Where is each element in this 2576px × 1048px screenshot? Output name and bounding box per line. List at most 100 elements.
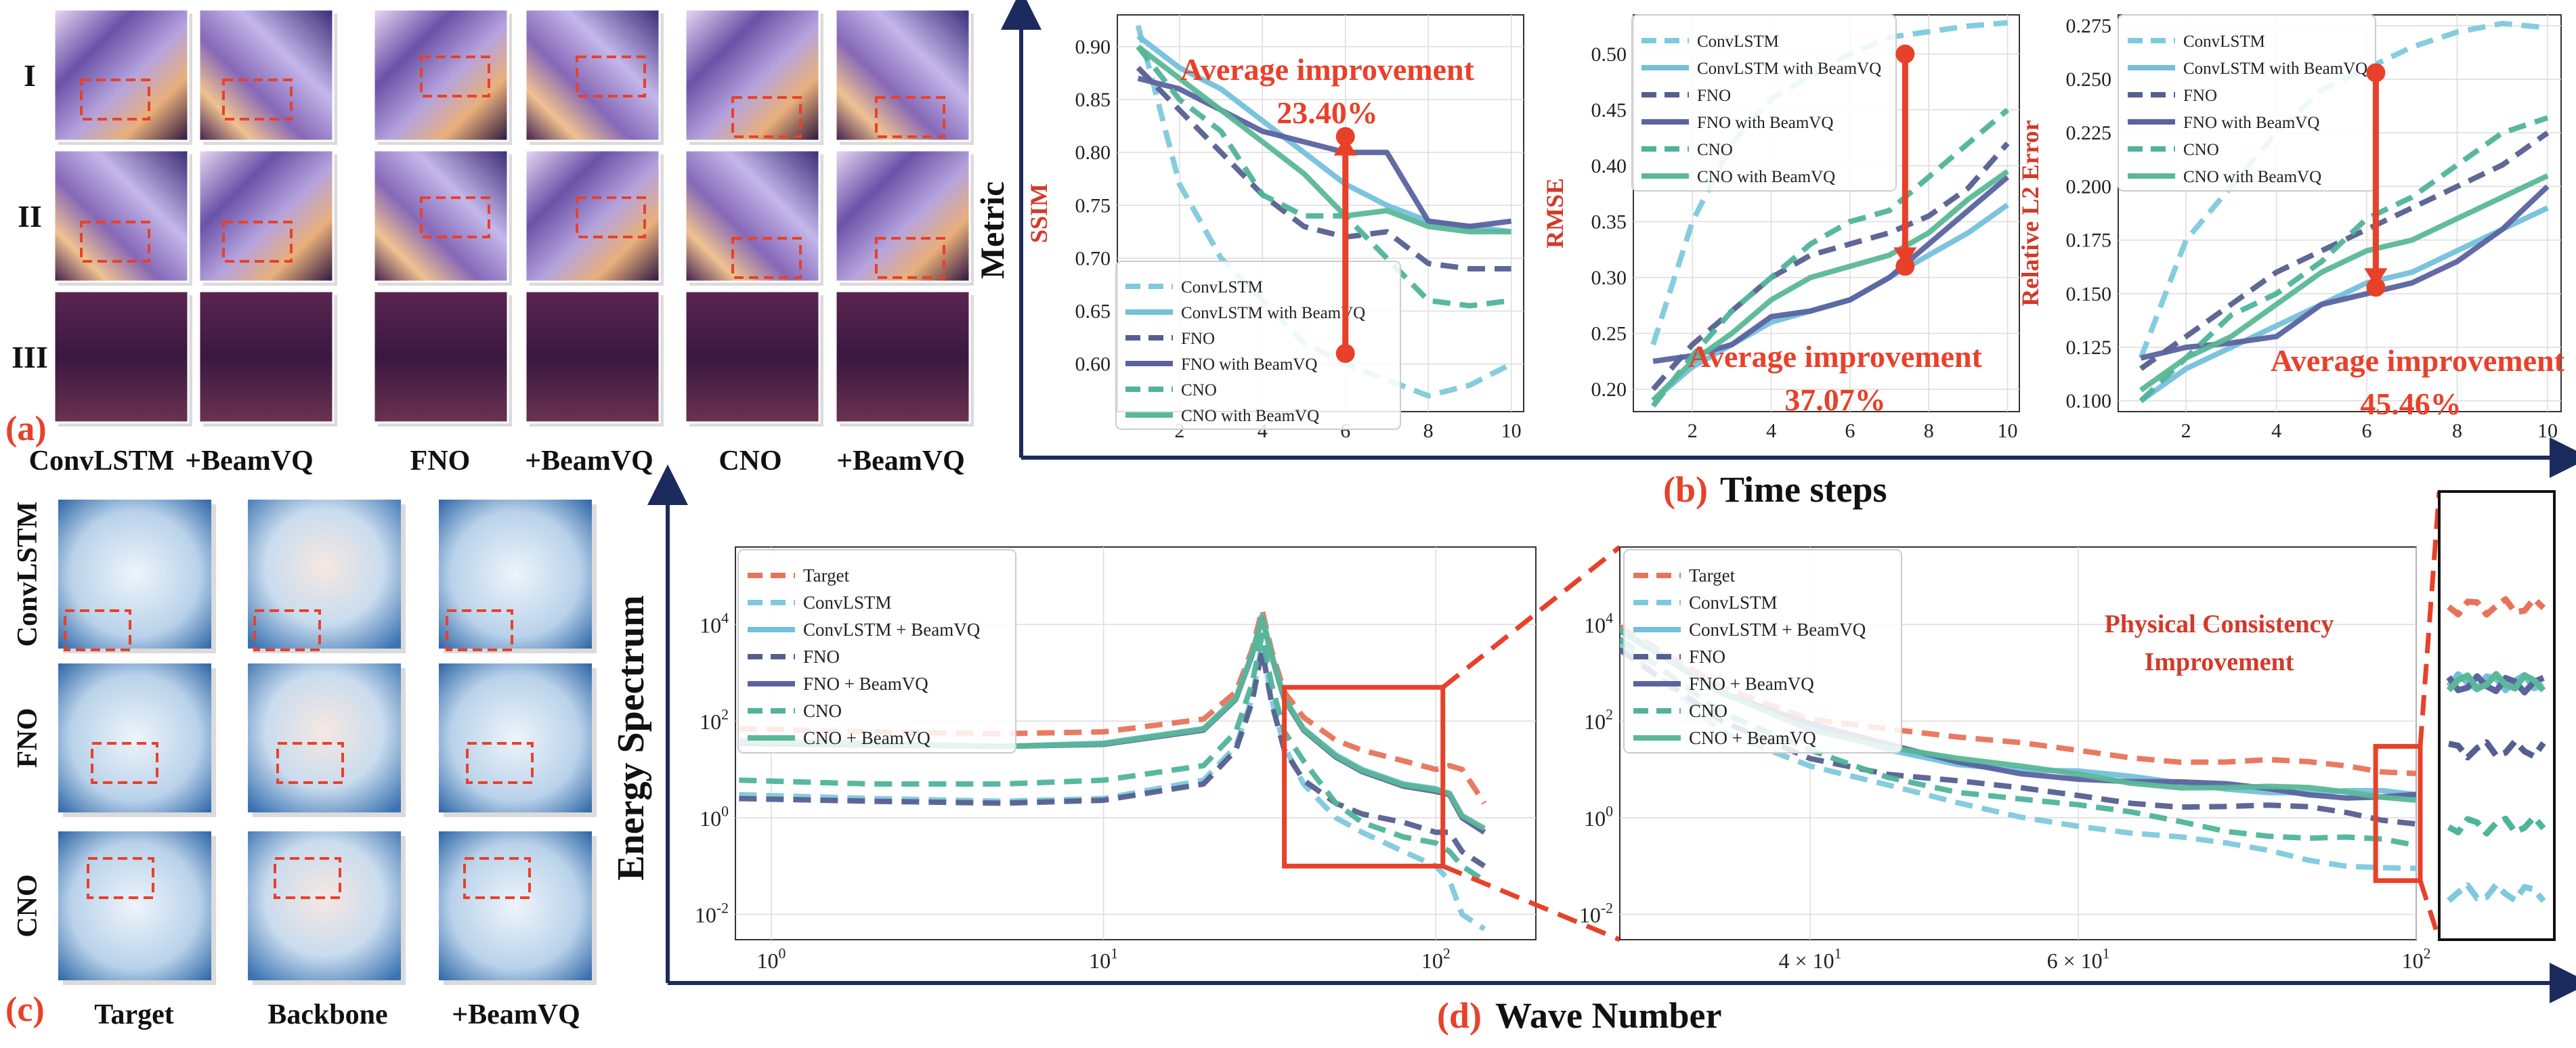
highlight-box	[576, 196, 646, 238]
improvement-label: Average improvement	[2271, 343, 2565, 378]
y-tick-label: 10-2	[695, 900, 729, 927]
legend-label: ConvLSTM	[1689, 592, 1778, 613]
legend-label: CNO	[1697, 141, 1733, 159]
series-line-convlstm-with-beamvq	[2139, 205, 2549, 403]
panel-b-ylabel: Metric	[973, 181, 1011, 279]
error-map-image	[248, 831, 401, 980]
error-map-image	[439, 500, 592, 649]
series-line-cno-with-beamvq	[2139, 173, 2549, 393]
highlight-box	[463, 857, 531, 899]
legend-label: ConvLSTM with BeamVQ	[1181, 304, 1365, 322]
improvement-value: 37.07%	[1784, 383, 1886, 417]
x-tick-label: 6 × 101	[2047, 946, 2110, 973]
y-tick-label: 0.35	[1591, 211, 1627, 233]
zoom-connector-bottom	[1442, 864, 1621, 942]
legend-label: ConvLSTM	[1181, 278, 1263, 297]
error-map-image	[248, 500, 401, 649]
improvement-value: 45.46%	[2360, 387, 2462, 421]
legend-box	[1115, 261, 1401, 430]
x-tick-label: 10	[1998, 420, 2018, 442]
y-tick-label: 0.250	[2066, 68, 2112, 91]
snapshot-image	[684, 290, 821, 424]
relative-l2-chart: 2 4 6 8 10 0.100 0.125 0.150 0.175 0.200 0.225 0.25…	[2017, 14, 2565, 442]
highlight-box	[446, 609, 513, 651]
row-label-II: II	[18, 199, 42, 234]
highlight-box	[222, 79, 293, 121]
x-tick-label: 102	[2402, 946, 2431, 973]
zoom-box	[1282, 684, 1446, 869]
inset-series-line	[2446, 673, 2545, 696]
legend-label: FNO with BeamVQ	[1181, 355, 1317, 374]
row-label-CNO: CNO	[12, 874, 43, 937]
legend-label: CNO	[803, 701, 842, 721]
x-tick-label: 6	[2362, 420, 2372, 442]
legend-label: CNO with BeamVQ	[1181, 407, 1319, 425]
improvement-end-dot	[2366, 278, 2386, 297]
error-map-image	[58, 831, 211, 980]
y-tick-label: 0.20	[1591, 378, 1627, 401]
improvement-start-dot	[1335, 344, 1355, 364]
panel-b-xlabel: Time steps	[1720, 469, 1887, 510]
x-tick-label: 4	[1766, 420, 1776, 442]
highlight-box	[87, 857, 154, 899]
y-tick-label: 0.100	[2066, 390, 2112, 412]
y-tick-label: 0.125	[2066, 336, 2112, 359]
panel-c-error-maps: ConvLSTM FNO CNO Target Backbone +BeamVQ	[12, 500, 597, 1030]
y-tick-label: 0.50	[1591, 43, 1627, 66]
x-tick-label: 8	[1423, 420, 1434, 442]
y-tick-label: 0.75	[1075, 194, 1111, 217]
inset-series-line	[2447, 814, 2546, 837]
series-line-cno	[739, 632, 1486, 883]
zoom-box	[2373, 743, 2423, 883]
snapshot-image	[834, 8, 971, 142]
x-tick-label: 2	[2181, 420, 2191, 442]
y-tick-label: 0.60	[1075, 353, 1111, 376]
legend-label: ConvLSTM	[2183, 32, 2265, 51]
inset-series-line	[2448, 738, 2546, 761]
snapshot-image	[198, 8, 335, 142]
highlight-box	[64, 609, 131, 651]
legend-label: CNO with BeamVQ	[1697, 168, 1835, 186]
highlight-box	[875, 96, 945, 138]
snapshot-image	[372, 149, 509, 283]
legend-label: ConvLSTM	[1697, 32, 1779, 51]
y-tick-label: 102	[1584, 707, 1613, 734]
row-label-I: I	[24, 58, 36, 93]
column-label: +BeamVQ	[525, 445, 653, 477]
legend-label: CNO + BeamVQ	[803, 728, 930, 748]
error-map-image	[439, 663, 592, 812]
series-line-fno	[1136, 66, 1511, 271]
column-label: Backbone	[267, 999, 387, 1030]
improvement-end-dot	[1335, 127, 1355, 146]
improvement-end-dot	[1895, 257, 1915, 276]
y-axis-title: RMSE	[1541, 178, 1568, 248]
column-label: FNO	[410, 445, 471, 477]
y-tick-label: 0.40	[1591, 155, 1627, 177]
inset-series-line	[2446, 671, 2546, 693]
snapshot-image	[834, 149, 971, 283]
highlight-box	[731, 96, 802, 138]
legend-label: Target	[1689, 565, 1736, 586]
series-line-cno	[2139, 115, 2549, 403]
legend-label: ConvLSTM with BeamVQ	[2183, 60, 2367, 78]
legend-label: FNO	[1689, 647, 1725, 667]
highlight-box	[731, 237, 802, 279]
column-label: ConvLSTM	[29, 445, 175, 477]
highlight-box	[576, 56, 646, 97]
series-line-cno	[1136, 45, 1512, 309]
legend-label: CNO	[1181, 381, 1217, 399]
x-tick-label: 6	[1845, 420, 1855, 442]
snapshot-image	[372, 8, 509, 142]
snapshot-image	[198, 290, 335, 424]
y-tick-label: 0.90	[1075, 36, 1111, 58]
y-tick-label: 0.85	[1075, 89, 1111, 111]
y-tick-label: 104	[700, 610, 729, 637]
highlight-box	[80, 79, 150, 121]
series-line-fno	[2139, 130, 2550, 371]
y-tick-label: 0.225	[2066, 122, 2112, 144]
error-map-image	[58, 663, 211, 812]
y-tick-label: 0.80	[1075, 141, 1111, 164]
error-map-image	[439, 831, 592, 980]
highlight-box	[274, 857, 341, 899]
